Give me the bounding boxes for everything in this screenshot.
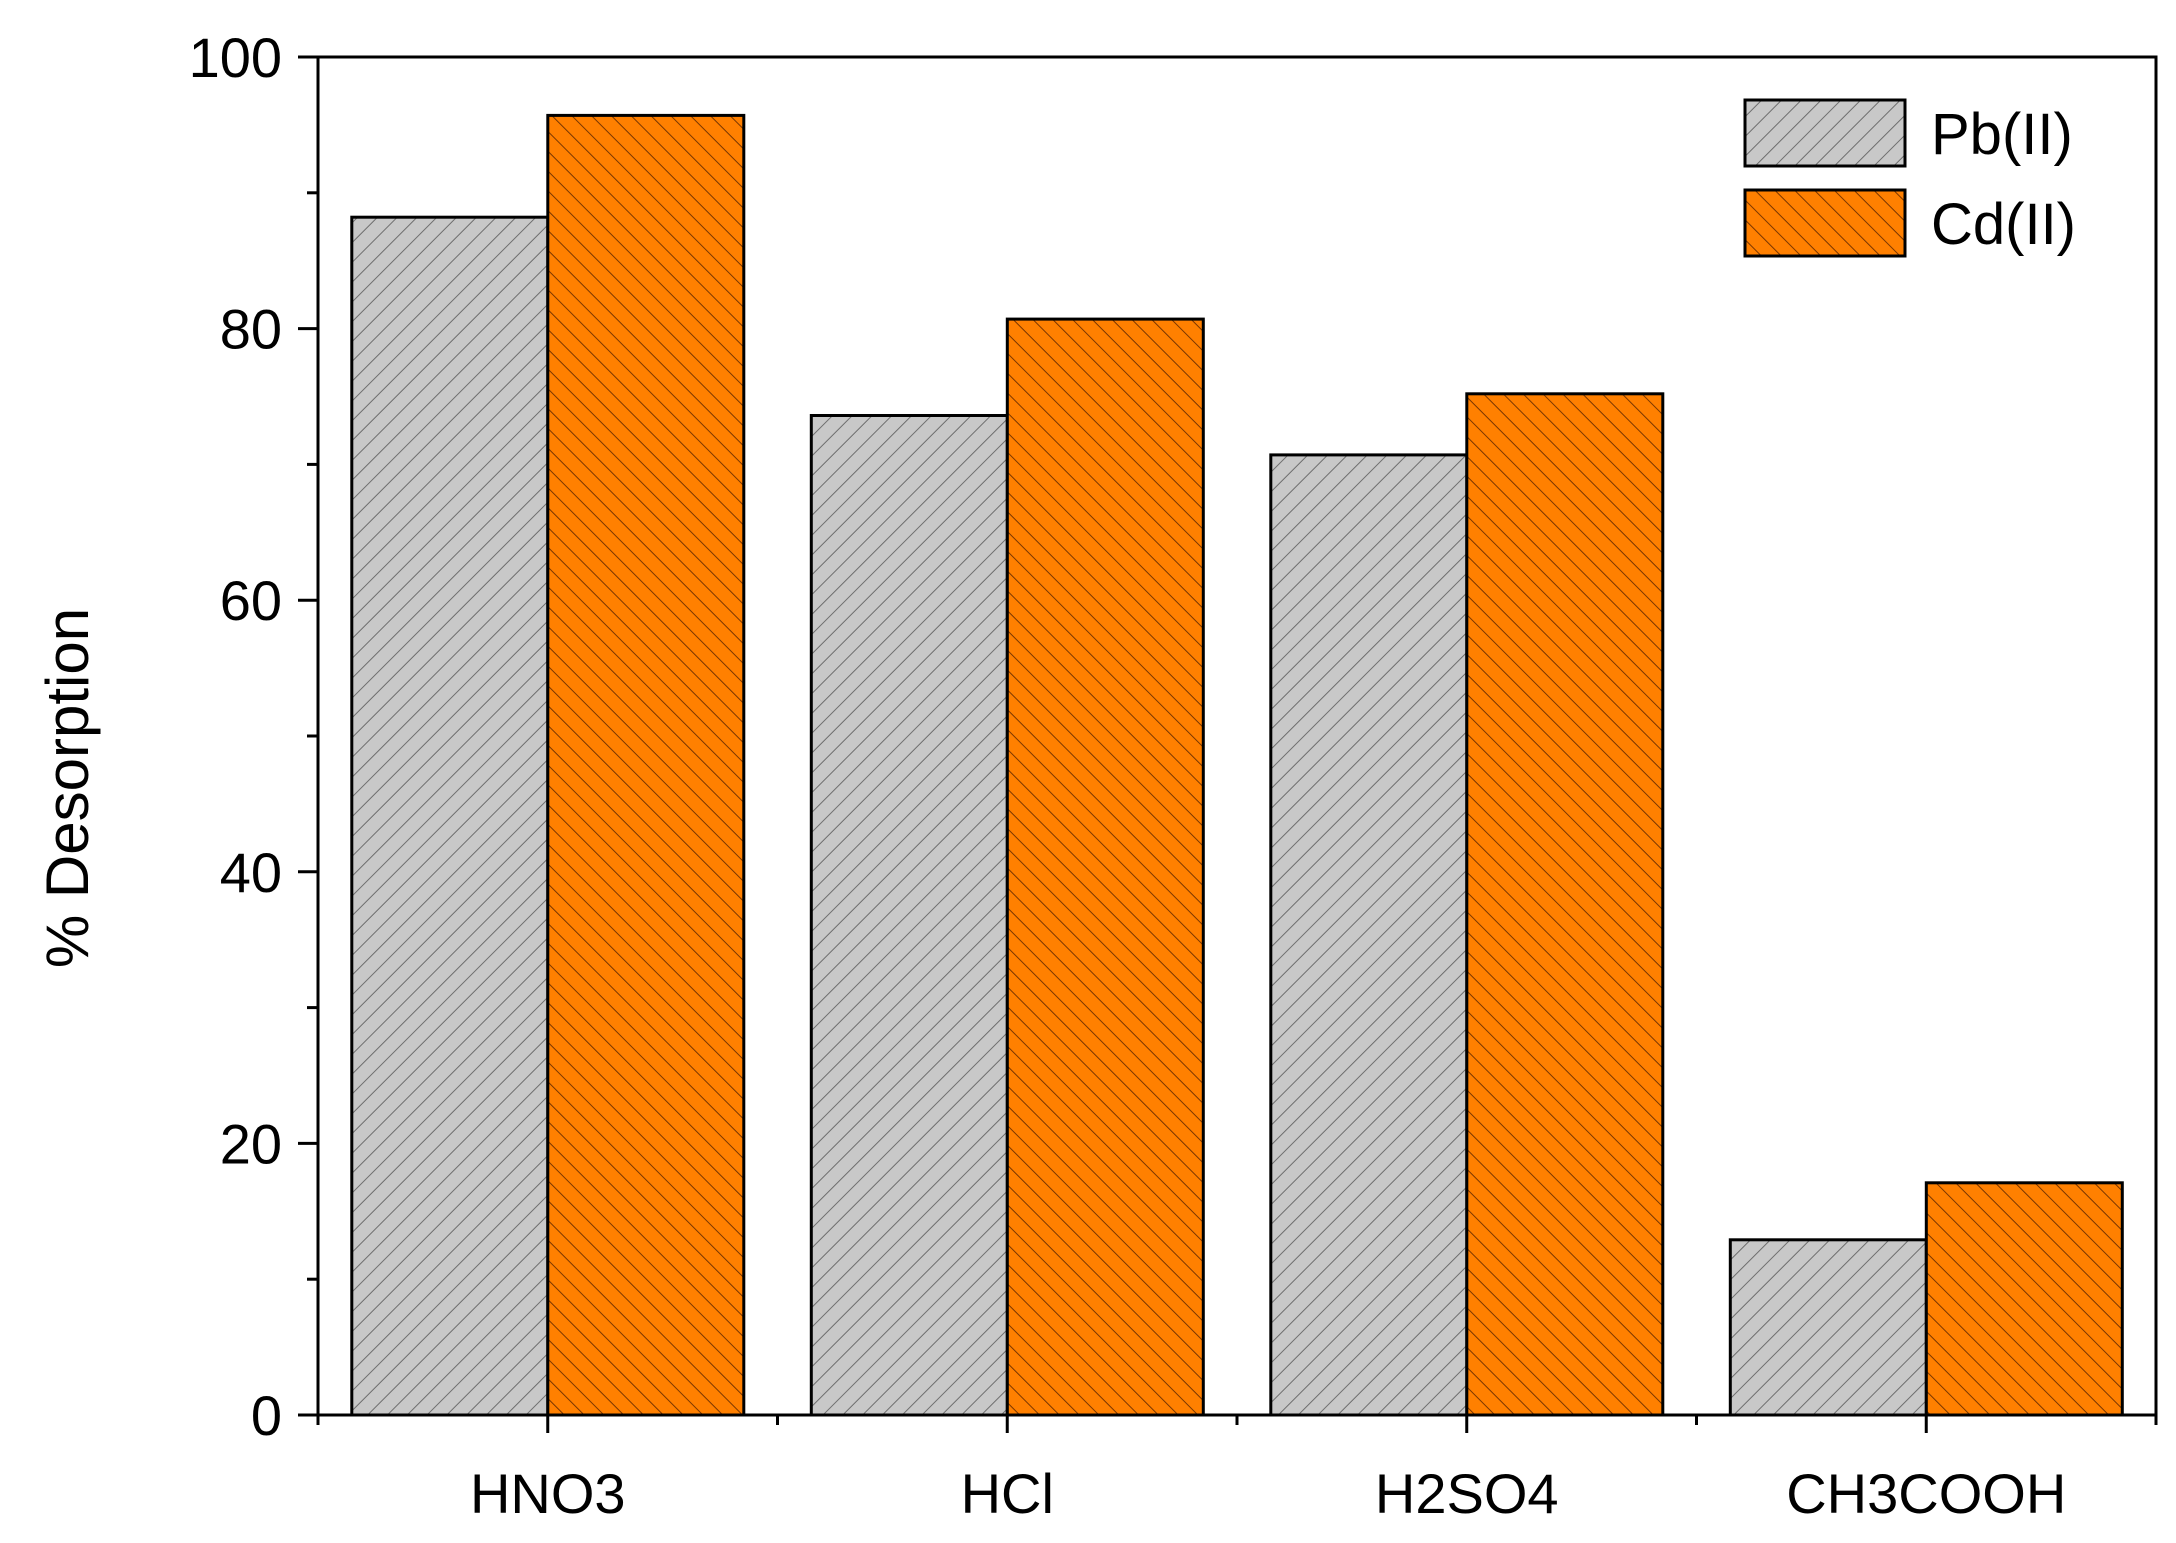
legend-label: Cd(II) [1931,192,2076,257]
bar-pbii-ch3cooh [1728,1238,1928,1417]
y-tick-label: 100 [189,26,282,89]
bar-cdii-h2so4 [1465,392,1665,1417]
x-tick-label: HCl [961,1462,1054,1525]
bars-layer [350,113,2124,1417]
y-tick-label: 40 [220,841,282,904]
axes-layer: HNO3 HCl H2SO4 CH3COOH 0 20 40 60 80 100 [189,26,2158,1525]
bar-pbii-hcl [809,414,1009,1417]
plot-frame [316,55,2158,1417]
y-axis-title: % Desorption [34,608,101,968]
bar-pbii-hno3 [350,215,550,1417]
x-tick-label: HNO3 [470,1462,626,1525]
x-tick-label: H2SO4 [1375,1462,1559,1525]
bar-cdii-hno3 [546,113,746,1417]
legend-label: Pb(II) [1931,102,2073,167]
bar-cdii-ch3cooh [1924,1181,2124,1417]
bar-pbii-h2so4 [1269,453,1469,1417]
x-tick-label: CH3COOH [1786,1462,2066,1525]
legend: Pb(II) Cd(II) [1743,98,2076,258]
legend-swatch [1743,188,1907,258]
y-tick-label: 80 [220,298,282,361]
y-tick-label: 60 [220,569,282,632]
legend-swatch [1743,98,1907,168]
y-tick-label: 0 [251,1384,282,1447]
bar-cdii-hcl [1005,317,1205,1417]
y-tick-label: 20 [220,1112,282,1175]
